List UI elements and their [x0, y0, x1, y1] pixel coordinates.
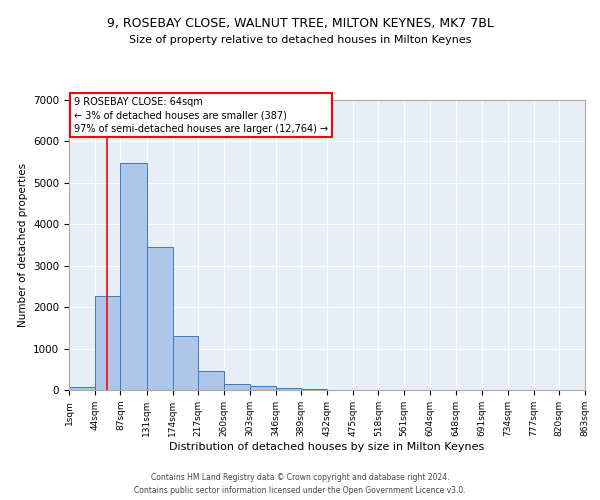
Text: 9 ROSEBAY CLOSE: 64sqm
← 3% of detached houses are smaller (387)
97% of semi-det: 9 ROSEBAY CLOSE: 64sqm ← 3% of detached … [74, 97, 329, 134]
Bar [173, 336, 198, 390]
X-axis label: Distribution of detached houses by size in Milton Keynes: Distribution of detached houses by size … [169, 442, 485, 452]
Bar [198, 371, 224, 390]
Bar [95, 296, 121, 390]
Text: Size of property relative to detached houses in Milton Keynes: Size of property relative to detached ho… [129, 35, 471, 45]
Y-axis label: Number of detached properties: Number of detached properties [17, 163, 28, 327]
Bar [250, 386, 275, 390]
Bar [301, 388, 327, 390]
Bar [224, 384, 250, 390]
Bar [147, 247, 173, 390]
Bar [69, 387, 95, 390]
Bar [121, 164, 147, 390]
Text: Contains HM Land Registry data © Crown copyright and database right 2024.
Contai: Contains HM Land Registry data © Crown c… [134, 474, 466, 495]
Bar [275, 388, 301, 390]
Text: 9, ROSEBAY CLOSE, WALNUT TREE, MILTON KEYNES, MK7 7BL: 9, ROSEBAY CLOSE, WALNUT TREE, MILTON KE… [107, 18, 493, 30]
